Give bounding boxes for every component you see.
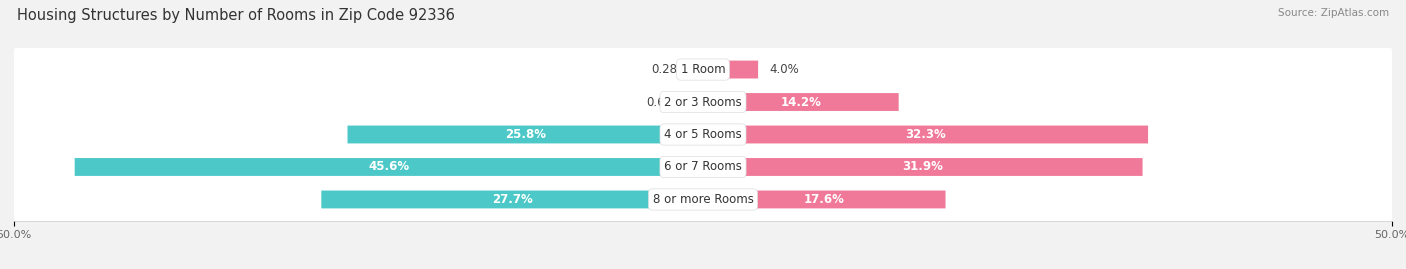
Text: 8 or more Rooms: 8 or more Rooms bbox=[652, 193, 754, 206]
Text: 25.8%: 25.8% bbox=[505, 128, 546, 141]
Text: 32.3%: 32.3% bbox=[905, 128, 946, 141]
FancyBboxPatch shape bbox=[695, 93, 703, 111]
FancyBboxPatch shape bbox=[699, 61, 703, 79]
FancyBboxPatch shape bbox=[13, 46, 1393, 93]
FancyBboxPatch shape bbox=[703, 61, 758, 79]
FancyBboxPatch shape bbox=[347, 126, 703, 143]
FancyBboxPatch shape bbox=[322, 190, 703, 208]
Text: 6 or 7 Rooms: 6 or 7 Rooms bbox=[664, 161, 742, 174]
Text: Housing Structures by Number of Rooms in Zip Code 92336: Housing Structures by Number of Rooms in… bbox=[17, 8, 454, 23]
Text: 17.6%: 17.6% bbox=[804, 193, 845, 206]
FancyBboxPatch shape bbox=[75, 158, 703, 176]
Text: 14.2%: 14.2% bbox=[780, 95, 821, 108]
Text: 4 or 5 Rooms: 4 or 5 Rooms bbox=[664, 128, 742, 141]
Text: Source: ZipAtlas.com: Source: ZipAtlas.com bbox=[1278, 8, 1389, 18]
Text: 27.7%: 27.7% bbox=[492, 193, 533, 206]
FancyBboxPatch shape bbox=[13, 176, 1393, 223]
FancyBboxPatch shape bbox=[703, 158, 1143, 176]
Text: 2 or 3 Rooms: 2 or 3 Rooms bbox=[664, 95, 742, 108]
FancyBboxPatch shape bbox=[13, 111, 1393, 158]
FancyBboxPatch shape bbox=[13, 144, 1393, 190]
FancyBboxPatch shape bbox=[703, 190, 945, 208]
FancyBboxPatch shape bbox=[13, 79, 1393, 125]
FancyBboxPatch shape bbox=[703, 126, 1149, 143]
Text: 45.6%: 45.6% bbox=[368, 161, 409, 174]
FancyBboxPatch shape bbox=[703, 93, 898, 111]
Text: 4.0%: 4.0% bbox=[769, 63, 799, 76]
Text: 31.9%: 31.9% bbox=[903, 161, 943, 174]
Text: 0.64%: 0.64% bbox=[645, 95, 683, 108]
Text: 0.28%: 0.28% bbox=[651, 63, 688, 76]
Text: 1 Room: 1 Room bbox=[681, 63, 725, 76]
